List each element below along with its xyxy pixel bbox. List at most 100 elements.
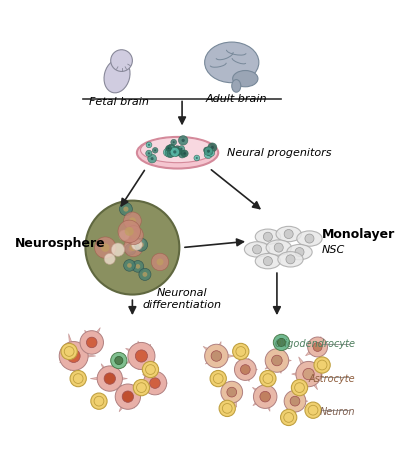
Circle shape xyxy=(148,152,150,154)
Circle shape xyxy=(129,243,137,251)
Circle shape xyxy=(110,50,132,72)
Polygon shape xyxy=(235,363,243,369)
Polygon shape xyxy=(224,387,229,392)
Circle shape xyxy=(175,149,178,153)
Circle shape xyxy=(173,150,176,153)
Polygon shape xyxy=(252,397,262,405)
Circle shape xyxy=(169,148,172,152)
Circle shape xyxy=(91,393,107,410)
Circle shape xyxy=(176,150,179,153)
Circle shape xyxy=(124,238,142,257)
Polygon shape xyxy=(79,354,95,358)
Circle shape xyxy=(253,385,276,409)
Circle shape xyxy=(273,243,283,252)
Polygon shape xyxy=(274,364,281,373)
Polygon shape xyxy=(69,334,75,351)
Circle shape xyxy=(204,150,212,158)
Polygon shape xyxy=(119,400,127,412)
Polygon shape xyxy=(301,377,308,386)
Circle shape xyxy=(150,157,153,160)
Circle shape xyxy=(210,152,212,154)
Circle shape xyxy=(130,231,137,239)
Ellipse shape xyxy=(232,71,257,87)
Circle shape xyxy=(97,366,122,391)
Polygon shape xyxy=(252,387,262,396)
Circle shape xyxy=(183,152,185,155)
Polygon shape xyxy=(154,374,158,379)
Circle shape xyxy=(180,153,183,155)
Ellipse shape xyxy=(140,137,214,162)
Circle shape xyxy=(156,258,163,265)
Circle shape xyxy=(134,238,147,251)
Polygon shape xyxy=(125,356,137,364)
Polygon shape xyxy=(316,350,321,359)
Circle shape xyxy=(195,157,197,159)
Polygon shape xyxy=(203,346,214,356)
Ellipse shape xyxy=(296,231,321,246)
Ellipse shape xyxy=(231,80,240,92)
Circle shape xyxy=(135,350,147,362)
Circle shape xyxy=(180,148,182,150)
Polygon shape xyxy=(243,373,249,382)
Ellipse shape xyxy=(137,137,218,169)
Polygon shape xyxy=(299,399,307,403)
Polygon shape xyxy=(133,394,139,400)
Ellipse shape xyxy=(255,229,280,244)
Circle shape xyxy=(67,350,80,363)
Polygon shape xyxy=(321,345,325,349)
Polygon shape xyxy=(96,341,101,344)
Circle shape xyxy=(169,152,172,155)
Circle shape xyxy=(259,392,270,402)
Polygon shape xyxy=(223,392,229,398)
Circle shape xyxy=(181,150,188,157)
Circle shape xyxy=(166,145,175,155)
Ellipse shape xyxy=(244,242,269,257)
Polygon shape xyxy=(215,360,220,368)
Circle shape xyxy=(221,381,242,403)
Polygon shape xyxy=(263,400,269,411)
Circle shape xyxy=(252,245,261,254)
Circle shape xyxy=(110,352,127,369)
Polygon shape xyxy=(110,382,115,388)
Circle shape xyxy=(211,351,221,361)
Circle shape xyxy=(127,263,132,268)
Ellipse shape xyxy=(255,253,280,269)
Polygon shape xyxy=(309,342,316,347)
Polygon shape xyxy=(75,340,86,354)
Circle shape xyxy=(232,343,248,360)
Polygon shape xyxy=(237,370,243,375)
Text: Neuron: Neuron xyxy=(319,407,354,417)
Polygon shape xyxy=(292,405,297,415)
Polygon shape xyxy=(221,353,234,359)
Circle shape xyxy=(205,149,207,151)
Circle shape xyxy=(207,153,209,156)
Polygon shape xyxy=(138,341,142,351)
Ellipse shape xyxy=(204,42,258,83)
Text: Neural progenitors: Neural progenitors xyxy=(227,148,331,158)
Circle shape xyxy=(285,255,294,264)
Circle shape xyxy=(165,148,174,157)
Circle shape xyxy=(265,349,288,372)
Polygon shape xyxy=(121,385,127,393)
Circle shape xyxy=(207,150,209,153)
Circle shape xyxy=(170,140,176,145)
Text: Fetal brain: Fetal brain xyxy=(89,97,148,107)
Circle shape xyxy=(313,357,329,373)
Circle shape xyxy=(132,261,144,272)
Circle shape xyxy=(302,369,314,380)
Polygon shape xyxy=(142,344,150,353)
Circle shape xyxy=(80,331,103,354)
Polygon shape xyxy=(142,374,152,382)
Polygon shape xyxy=(308,364,314,371)
Circle shape xyxy=(171,149,173,151)
Circle shape xyxy=(138,242,144,248)
Circle shape xyxy=(277,338,285,346)
Circle shape xyxy=(307,337,327,357)
Circle shape xyxy=(210,370,226,387)
Circle shape xyxy=(172,150,174,153)
Circle shape xyxy=(138,268,150,280)
Polygon shape xyxy=(292,389,297,397)
Circle shape xyxy=(165,145,171,151)
Circle shape xyxy=(193,155,199,161)
Circle shape xyxy=(312,342,321,351)
